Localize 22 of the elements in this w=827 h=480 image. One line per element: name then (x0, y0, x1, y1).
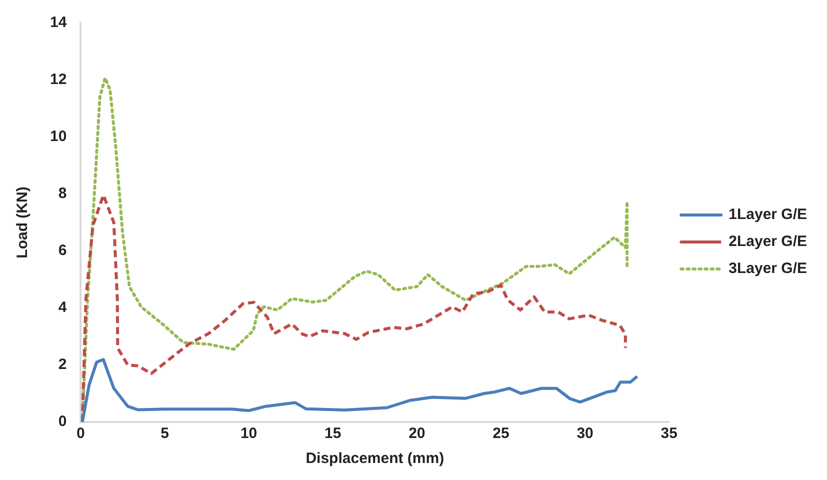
legend-label: 2Layer G/E (728, 233, 808, 250)
x-tick-label: 15 (324, 425, 342, 442)
y-tick-label: 4 (58, 299, 68, 316)
x-tick-label: 20 (408, 425, 426, 442)
x-axis-title: Displacement (mm) (306, 450, 444, 468)
x-tick-label: 25 (492, 425, 510, 442)
x-tick-label: 0 (76, 425, 85, 442)
legend-label: 1Layer G/E (728, 206, 808, 224)
legend-label: 3Layer G/E (728, 260, 808, 278)
y-tick-label: 2 (58, 356, 67, 374)
y-tick-label: 10 (50, 128, 67, 146)
x-tick-label: 5 (160, 425, 169, 442)
y-tick-label: 8 (58, 185, 67, 202)
y-axis-title: Load (KN) (14, 186, 32, 258)
x-tick-label: 10 (240, 425, 258, 442)
y-tick-label: 6 (58, 242, 67, 260)
y-tick-label: 0 (58, 413, 67, 430)
x-tick-label: 30 (576, 425, 594, 442)
line-series (80, 194, 627, 422)
y-tick-label: 14 (50, 14, 68, 32)
y-tick-label: 12 (50, 71, 67, 88)
x-tick-label: 35 (660, 425, 678, 442)
